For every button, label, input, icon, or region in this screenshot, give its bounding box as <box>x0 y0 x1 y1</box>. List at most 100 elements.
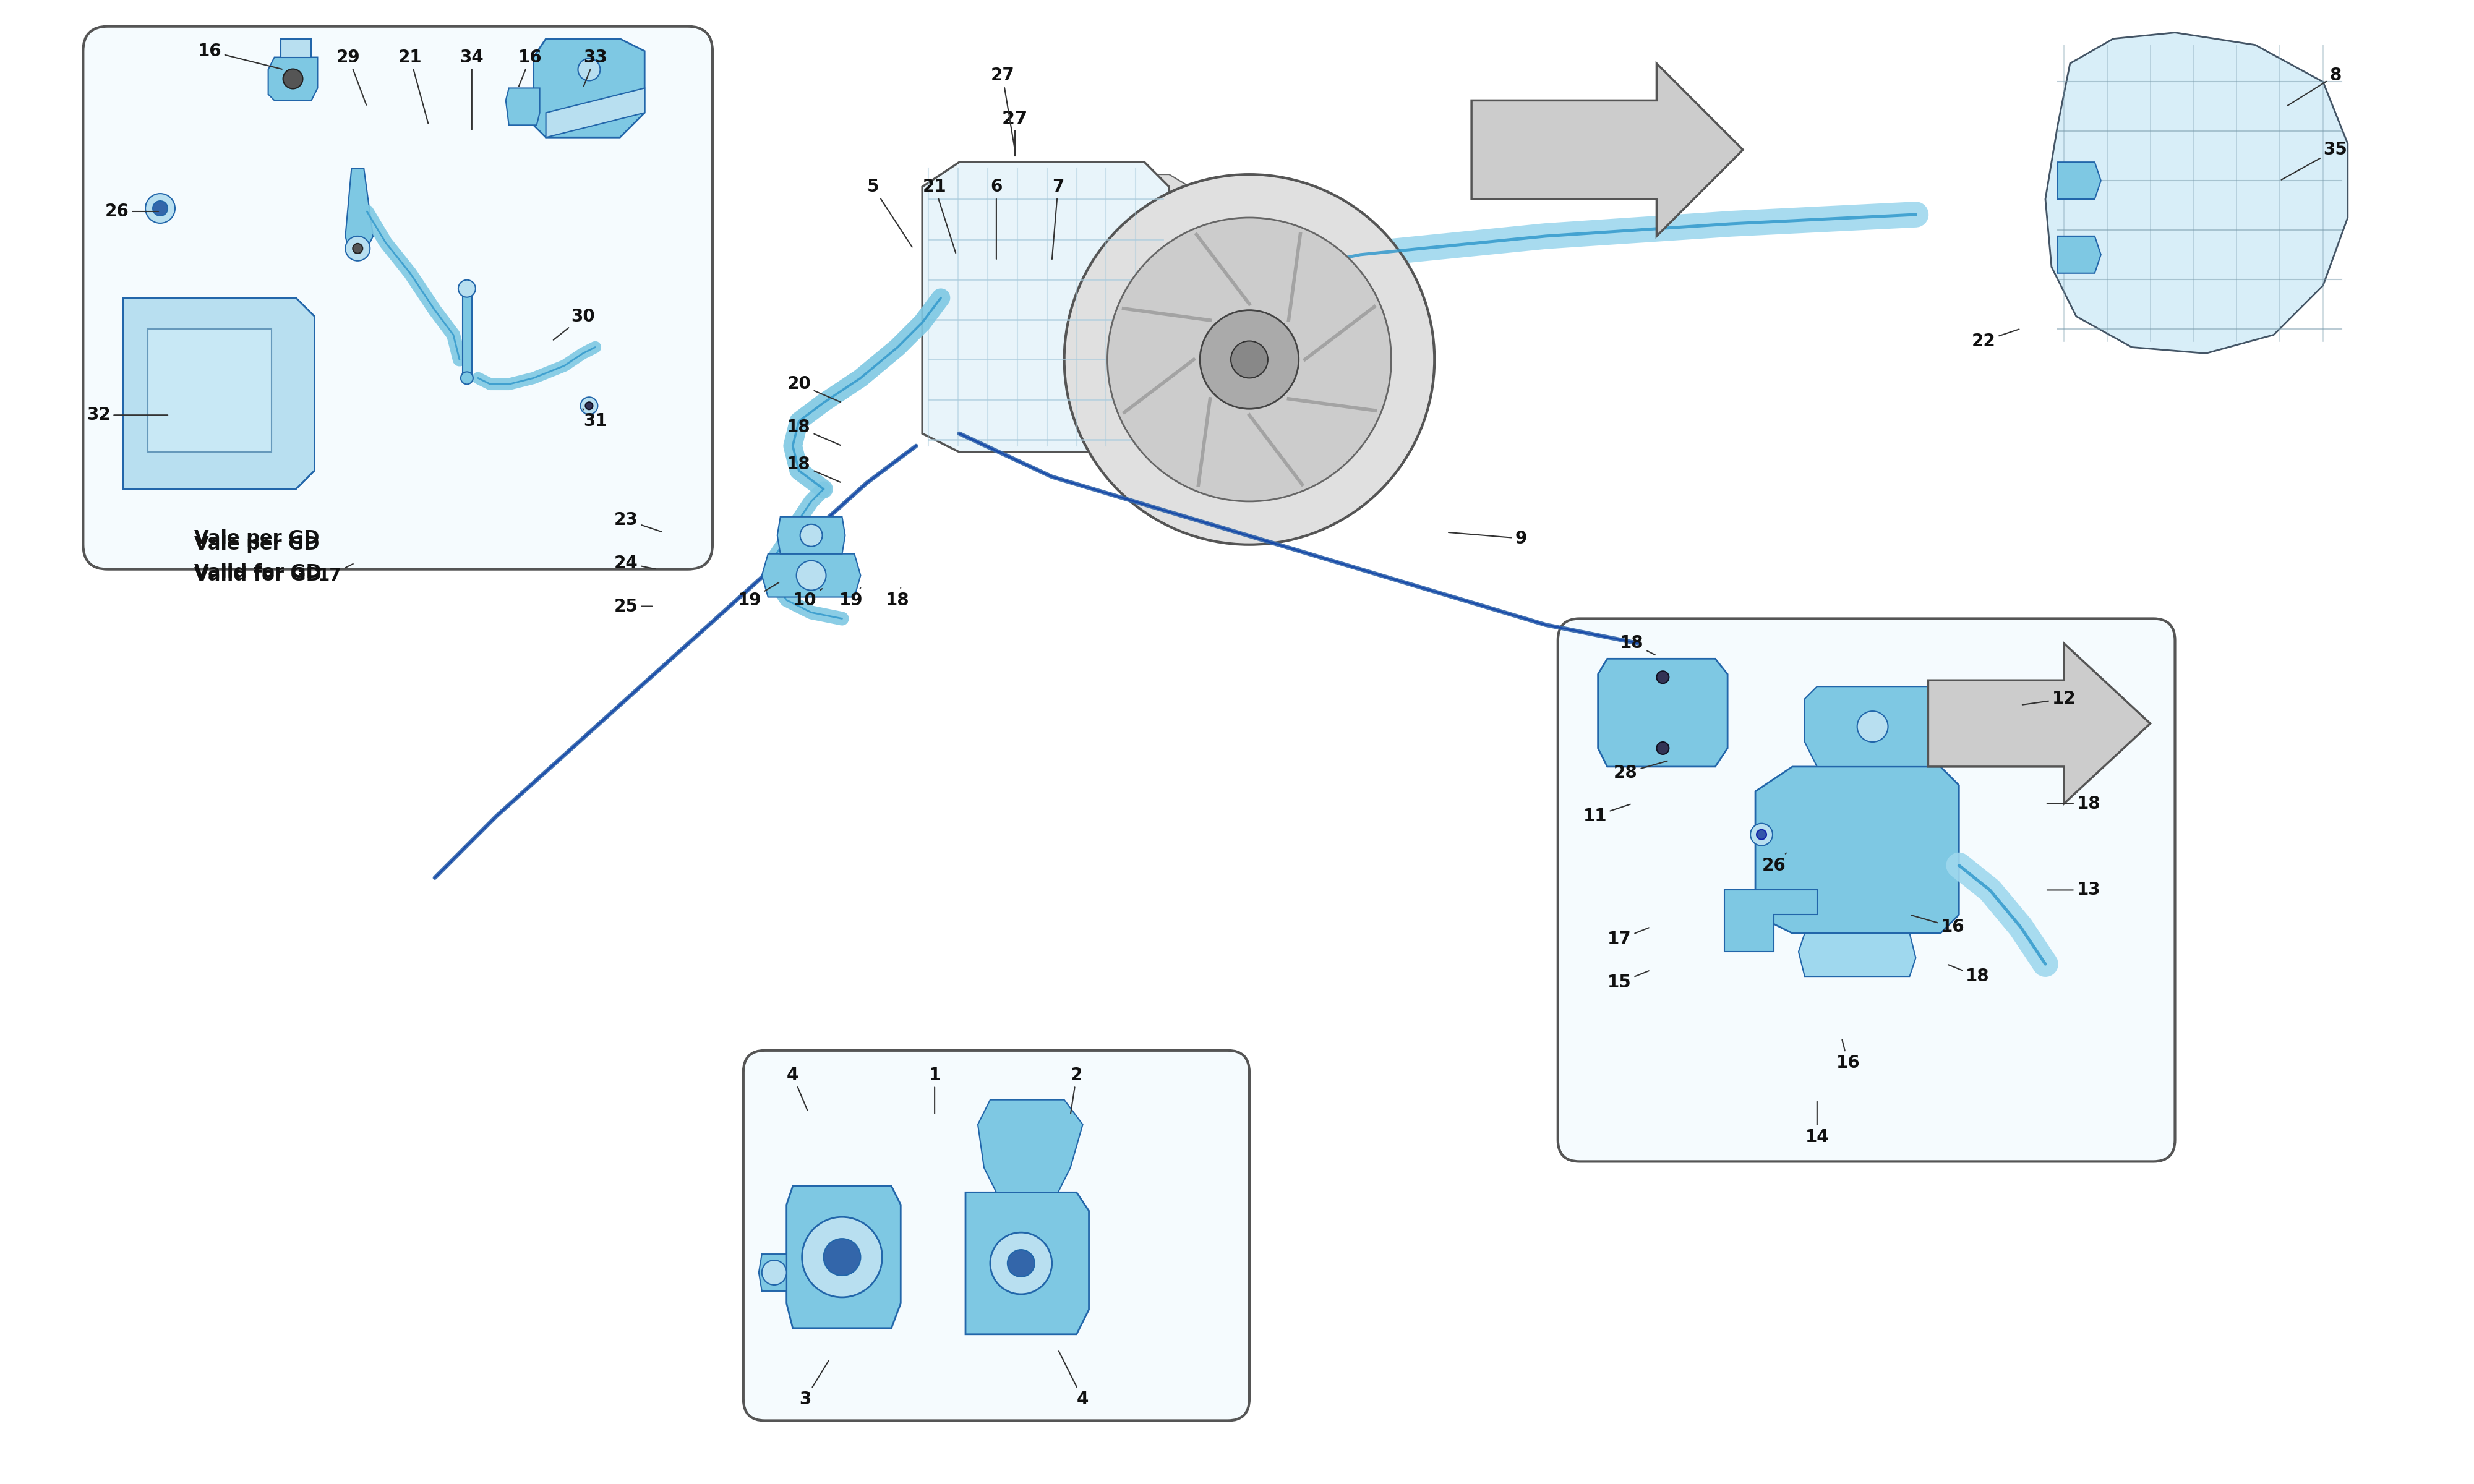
Circle shape <box>346 236 371 261</box>
Circle shape <box>797 561 826 591</box>
Polygon shape <box>1598 659 1727 767</box>
Text: 19: 19 <box>737 583 779 608</box>
Circle shape <box>1232 341 1267 378</box>
Text: 5: 5 <box>866 178 913 246</box>
Text: 19: 19 <box>839 588 863 608</box>
Text: 31: 31 <box>584 410 606 430</box>
Polygon shape <box>534 39 646 138</box>
Text: 26: 26 <box>1761 853 1786 874</box>
Text: 12: 12 <box>2021 690 2076 708</box>
Text: 16: 16 <box>1836 1040 1860 1071</box>
Text: 4: 4 <box>1059 1352 1089 1408</box>
Circle shape <box>802 1217 883 1297</box>
Polygon shape <box>923 162 1170 453</box>
Polygon shape <box>1799 933 1915 976</box>
Text: 32: 32 <box>87 407 168 424</box>
Text: 15: 15 <box>1608 971 1648 991</box>
Text: 18: 18 <box>787 418 841 445</box>
Polygon shape <box>124 298 314 490</box>
Circle shape <box>1658 671 1670 684</box>
Polygon shape <box>346 168 374 255</box>
Text: 1: 1 <box>928 1067 940 1113</box>
Text: 18: 18 <box>787 456 841 482</box>
Polygon shape <box>777 516 846 554</box>
Text: 28: 28 <box>1613 761 1667 782</box>
Text: 26: 26 <box>104 203 158 220</box>
Circle shape <box>1752 824 1771 846</box>
Text: 18: 18 <box>1947 965 1989 985</box>
Circle shape <box>762 1260 787 1285</box>
Text: 34: 34 <box>460 49 485 129</box>
Circle shape <box>1658 742 1670 754</box>
Circle shape <box>458 280 475 297</box>
Text: 16: 16 <box>1912 916 1964 936</box>
Text: 27: 27 <box>990 67 1014 148</box>
Text: 18: 18 <box>2046 795 2100 812</box>
Polygon shape <box>1724 890 1816 951</box>
Text: 25: 25 <box>614 598 653 614</box>
Circle shape <box>1200 310 1299 410</box>
Text: 7: 7 <box>1051 178 1064 260</box>
Circle shape <box>1757 830 1766 840</box>
Text: Valld for GD: Valld for GD <box>193 567 322 585</box>
Circle shape <box>581 398 599 414</box>
Text: 21: 21 <box>923 178 955 252</box>
Polygon shape <box>547 88 646 138</box>
Polygon shape <box>762 554 861 597</box>
Text: 13: 13 <box>2046 881 2100 899</box>
Text: 35: 35 <box>2281 141 2348 180</box>
FancyBboxPatch shape <box>84 27 713 570</box>
Text: 30: 30 <box>554 307 594 340</box>
Polygon shape <box>787 1186 901 1328</box>
Text: 17: 17 <box>1608 927 1648 948</box>
Text: 2: 2 <box>1071 1067 1084 1113</box>
Polygon shape <box>280 39 312 58</box>
Polygon shape <box>1804 687 1940 767</box>
Text: 33: 33 <box>584 49 606 86</box>
Text: 4: 4 <box>787 1067 807 1110</box>
Text: Valld for GD: Valld for GD <box>193 564 322 582</box>
Polygon shape <box>965 1192 1089 1334</box>
Circle shape <box>354 243 364 254</box>
Circle shape <box>460 372 473 384</box>
Text: 18: 18 <box>886 588 910 608</box>
Text: 20: 20 <box>787 375 841 402</box>
Polygon shape <box>2058 162 2100 199</box>
Circle shape <box>1064 175 1435 545</box>
Polygon shape <box>463 292 473 378</box>
Text: 6: 6 <box>990 178 1002 260</box>
Text: 16: 16 <box>198 43 282 70</box>
Circle shape <box>824 1239 861 1276</box>
Polygon shape <box>2046 33 2348 353</box>
Text: 3: 3 <box>799 1361 829 1408</box>
Text: 18: 18 <box>1620 635 1655 654</box>
Text: 23: 23 <box>614 512 661 531</box>
Circle shape <box>282 68 302 89</box>
Polygon shape <box>1138 175 1427 439</box>
Polygon shape <box>1472 64 1744 236</box>
Circle shape <box>579 58 601 80</box>
Text: 17: 17 <box>319 564 354 585</box>
FancyBboxPatch shape <box>1559 619 2175 1162</box>
Text: 14: 14 <box>1806 1101 1828 1146</box>
Polygon shape <box>760 1254 787 1291</box>
Polygon shape <box>124 298 314 490</box>
Text: 29: 29 <box>336 49 366 105</box>
FancyBboxPatch shape <box>742 1051 1249 1420</box>
Polygon shape <box>1927 643 2150 804</box>
Text: 11: 11 <box>1583 804 1630 825</box>
Text: 8: 8 <box>2288 67 2340 105</box>
Text: 10: 10 <box>794 589 821 608</box>
Text: 22: 22 <box>1972 329 2019 350</box>
Circle shape <box>1858 711 1888 742</box>
Text: Vale per GD: Vale per GD <box>193 536 319 554</box>
Text: 16: 16 <box>520 49 542 86</box>
Polygon shape <box>2058 236 2100 273</box>
Polygon shape <box>505 88 539 125</box>
Text: 21: 21 <box>398 49 428 123</box>
Text: 27: 27 <box>1002 110 1027 128</box>
Text: 9: 9 <box>1447 530 1526 548</box>
Polygon shape <box>148 328 272 453</box>
Circle shape <box>1007 1250 1034 1276</box>
Circle shape <box>146 193 176 223</box>
